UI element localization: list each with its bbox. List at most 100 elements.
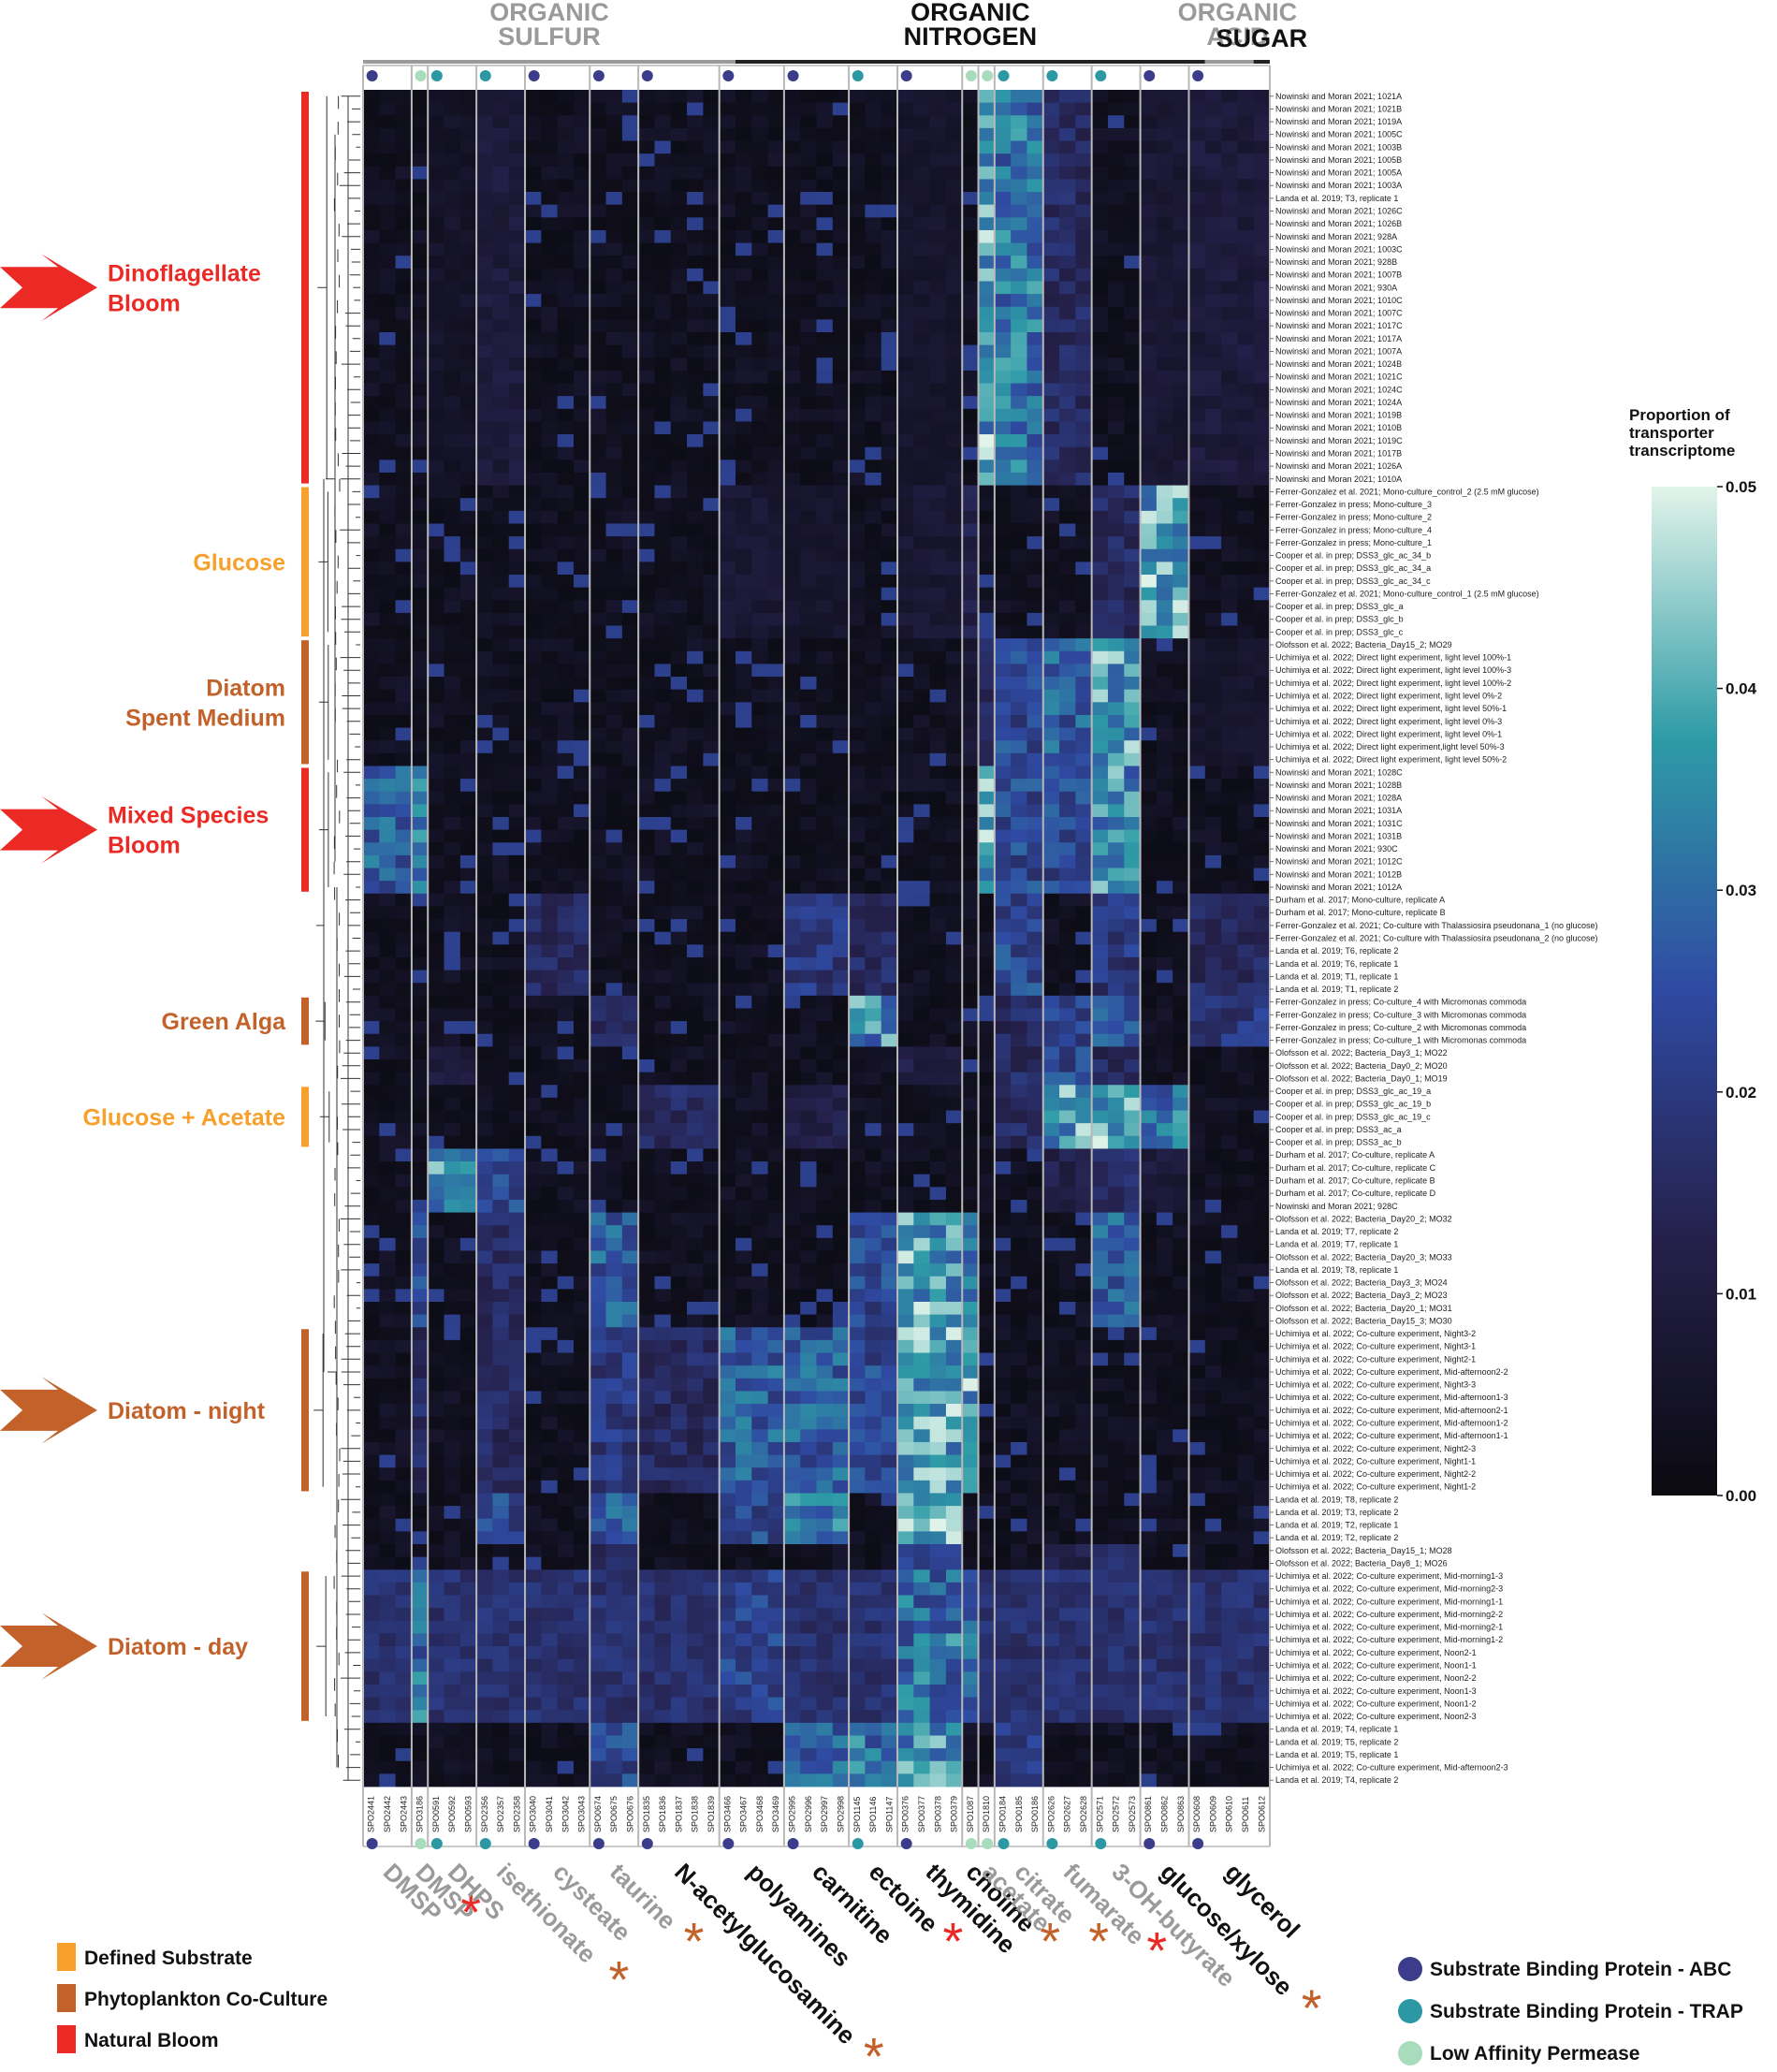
heatmap-cell	[541, 179, 559, 193]
heatmap-cell	[1091, 485, 1109, 499]
row-group-label: Mixed Species	[108, 803, 269, 829]
heatmap-cell	[1188, 217, 1206, 231]
heatmap-cell	[719, 229, 736, 243]
heatmap-cell	[476, 625, 493, 639]
heatmap-cell	[1156, 166, 1173, 180]
heatmap-cell	[962, 970, 979, 984]
heatmap-cell	[1107, 842, 1125, 856]
heatmap-cell	[590, 638, 606, 652]
heatmap-cell	[1140, 587, 1158, 601]
heatmap-cell	[1237, 779, 1255, 793]
heatmap-cell	[1204, 179, 1222, 193]
heatmap-cell	[703, 1123, 721, 1137]
heatmap-cell	[573, 650, 590, 664]
heatmap-cell	[428, 664, 444, 678]
heatmap-cell	[816, 153, 834, 168]
heatmap-cell	[525, 90, 542, 104]
heatmap-cell	[1124, 650, 1141, 664]
heatmap-cell	[1124, 1123, 1141, 1137]
heatmap-cell	[1253, 893, 1271, 907]
heatmap-cell	[1027, 370, 1044, 384]
heatmap-cell	[1204, 1008, 1222, 1022]
heatmap-cell	[459, 983, 477, 997]
heatmap-cell	[897, 192, 914, 206]
heatmap-cell	[994, 995, 1012, 1009]
heatmap-cell	[994, 153, 1012, 168]
heatmap-cell	[994, 102, 1012, 116]
heatmap-cell	[444, 127, 461, 141]
heatmap-cell	[1188, 357, 1206, 372]
heatmap-cell	[687, 1059, 704, 1073]
heatmap-cell	[849, 575, 866, 589]
heatmap-cell	[1042, 727, 1060, 741]
heatmap-cell	[945, 562, 963, 576]
heatmap-cell	[444, 523, 461, 537]
heatmap-cell	[379, 868, 396, 882]
heatmap-cell	[897, 294, 914, 308]
heatmap-cell	[1173, 1135, 1189, 1149]
heatmap-cell	[783, 268, 801, 282]
heatmap-cell	[1253, 127, 1271, 141]
heatmap-cell	[945, 115, 963, 129]
heatmap-cell	[1188, 1008, 1206, 1022]
heatmap-cell	[719, 510, 736, 524]
heatmap-cell	[1173, 472, 1189, 486]
heatmap-cell	[849, 956, 866, 970]
heatmap-cell	[687, 446, 704, 460]
heatmap-cell	[687, 740, 704, 754]
heatmap-cell	[929, 344, 947, 358]
heatmap-cell	[590, 1148, 606, 1162]
heatmap-cell	[444, 1072, 461, 1086]
heatmap-cell	[1059, 1033, 1076, 1047]
heatmap-cell	[897, 140, 914, 154]
heatmap-cell	[945, 268, 963, 282]
heatmap-cell	[557, 229, 575, 243]
heatmap-cell	[687, 983, 704, 997]
heatmap-cell	[1253, 727, 1271, 741]
heatmap-cell	[541, 766, 559, 780]
heatmap-cell	[476, 306, 493, 320]
heatmap-cell	[1124, 192, 1141, 206]
heatmap-cell	[687, 600, 704, 614]
heatmap-cell	[395, 408, 413, 422]
heatmap-cell	[816, 650, 834, 664]
heatmap-cell	[800, 638, 817, 652]
heatmap-cell	[751, 1199, 768, 1213]
heatmap-cell	[1188, 944, 1206, 958]
heatmap-cell	[1091, 714, 1109, 728]
heatmap-cell	[1140, 204, 1158, 218]
heatmap-cell	[492, 677, 510, 691]
heatmap-cell	[1140, 1046, 1158, 1060]
heatmap-cell	[573, 612, 590, 626]
heatmap-cell	[751, 1110, 768, 1124]
heatmap-cell	[800, 587, 817, 601]
heatmap-cell	[1221, 817, 1238, 831]
heatmap-cell	[719, 1046, 736, 1060]
heatmap-cell	[670, 1199, 688, 1213]
heatmap-cell	[767, 485, 785, 499]
heatmap-cell	[962, 638, 979, 652]
heatmap-cell	[541, 625, 559, 639]
heatmap-cell	[541, 332, 559, 346]
heatmap-cell	[654, 804, 672, 818]
heatmap-cell	[411, 1199, 429, 1213]
heatmap-cell	[945, 383, 963, 397]
heatmap-cell	[962, 906, 979, 920]
heatmap-cell	[687, 956, 704, 970]
heatmap-cell	[1091, 689, 1109, 703]
heatmap-cell	[363, 1161, 380, 1175]
heatmap-cell	[1156, 242, 1173, 256]
heatmap-cell	[719, 714, 736, 728]
heatmap-cell	[962, 485, 979, 499]
heatmap-cell	[881, 357, 898, 372]
heatmap-cell	[1221, 881, 1238, 895]
heatmap-cell	[654, 1008, 672, 1022]
heatmap-cell	[800, 485, 817, 499]
heatmap-cell	[363, 548, 380, 562]
heatmap-cell	[783, 1174, 801, 1188]
heatmap-cell	[945, 294, 963, 308]
heatmap-cell	[363, 179, 380, 193]
heatmap-cell	[1204, 625, 1222, 639]
heatmap-cell	[865, 881, 882, 895]
heatmap-cell	[1237, 766, 1255, 780]
